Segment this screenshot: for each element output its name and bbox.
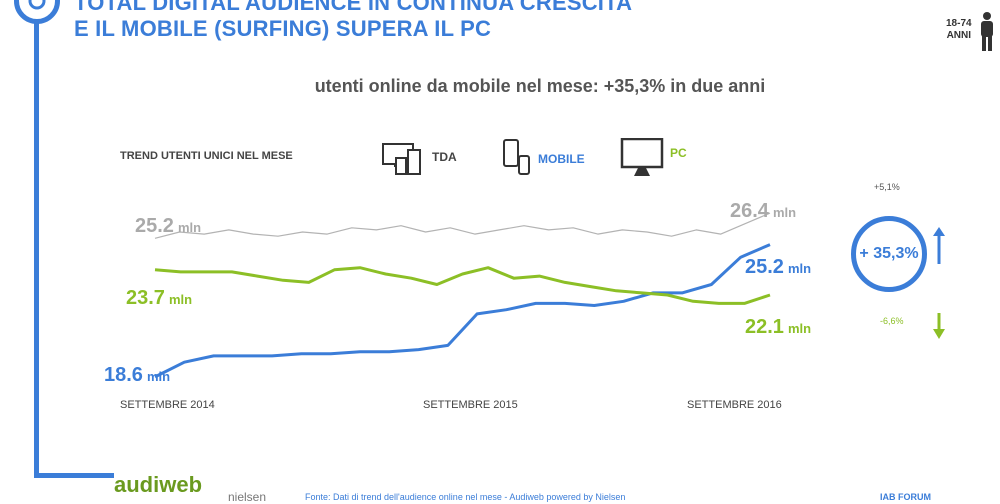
footer-source: Fonte: Dati di trend dell'audience onlin… [305,492,626,502]
chart-subtitle: utenti online da mobile nel mese: +35,3%… [314,76,766,96]
tda-first-unit: mln [177,220,202,235]
tda-first-label: 25.2 mln [135,215,201,238]
audiweb-logo: audiweb [114,472,203,497]
page-title-line-2: E IL MOBILE (SURFING) SUPERA IL PC [74,16,492,41]
mobile-first-unit: mln [146,369,171,384]
mobile-first-value: 18.6 [104,364,143,386]
left-rail [34,0,39,478]
pc-first-unit: mln [168,292,193,307]
page-title-line-1: TOTAL DIGITAL AUDIENCE IN CONTINUA CRESC… [74,0,633,15]
multi-device-icon [382,143,421,175]
search-badge [14,0,60,24]
tda-first-value: 25.2 [135,215,174,237]
person-icon [981,12,993,51]
monitor-icon [620,138,664,176]
pc-change: -6,6% [880,316,904,326]
smartphone-icon [503,139,530,175]
age-range-top: 18-74 [946,18,972,29]
left-rail-foot [34,473,114,478]
age-badge: 18-74 ANNI [946,18,972,42]
pc-first-label: 23.7 mln [126,287,192,310]
mobile-first-label: 18.6 mln [104,364,170,387]
tda-last-label: 26.4 mln [730,200,796,223]
chart-title: TREND UTENTI UNICI NEL MESE [120,150,293,162]
arrow-up-icon [933,227,945,264]
series-line-pc [154,266,771,305]
search-icon [28,0,46,10]
pc-first-value: 23.7 [126,287,165,309]
legend-tda-label: TDA [432,150,457,164]
series-line-mobile [154,243,771,379]
age-range-bottom: ANNI [946,30,972,41]
x-tick-label: SETTEMBRE 2015 [423,399,518,411]
legend-pc-label: PC [670,146,687,160]
tda-change: +5,1% [874,182,900,192]
mobile-last-label: 25.2 mln [745,256,811,279]
mobile-change-circle [851,216,927,292]
x-tick-label: SETTEMBRE 2016 [687,399,782,411]
pc-last-value: 22.1 [745,316,784,338]
pc-last-unit: mln [787,321,812,336]
series-line-tda [154,212,771,239]
arrow-down-icon [933,313,945,339]
mobile-last-unit: mln [787,261,812,276]
tda-last-unit: mln [772,205,797,220]
legend-mobile-label: MOBILE [538,152,585,166]
tda-last-value: 26.4 [730,200,769,222]
iab-forum-logo: IAB FORUM [880,492,931,502]
nielsen-logo: nielsen [228,490,267,504]
mobile-last-value: 25.2 [745,256,784,278]
pc-last-label: 22.1 mln [745,316,811,339]
x-tick-label: SETTEMBRE 2014 [120,399,215,411]
mobile-change: + 35,3% [859,245,919,262]
